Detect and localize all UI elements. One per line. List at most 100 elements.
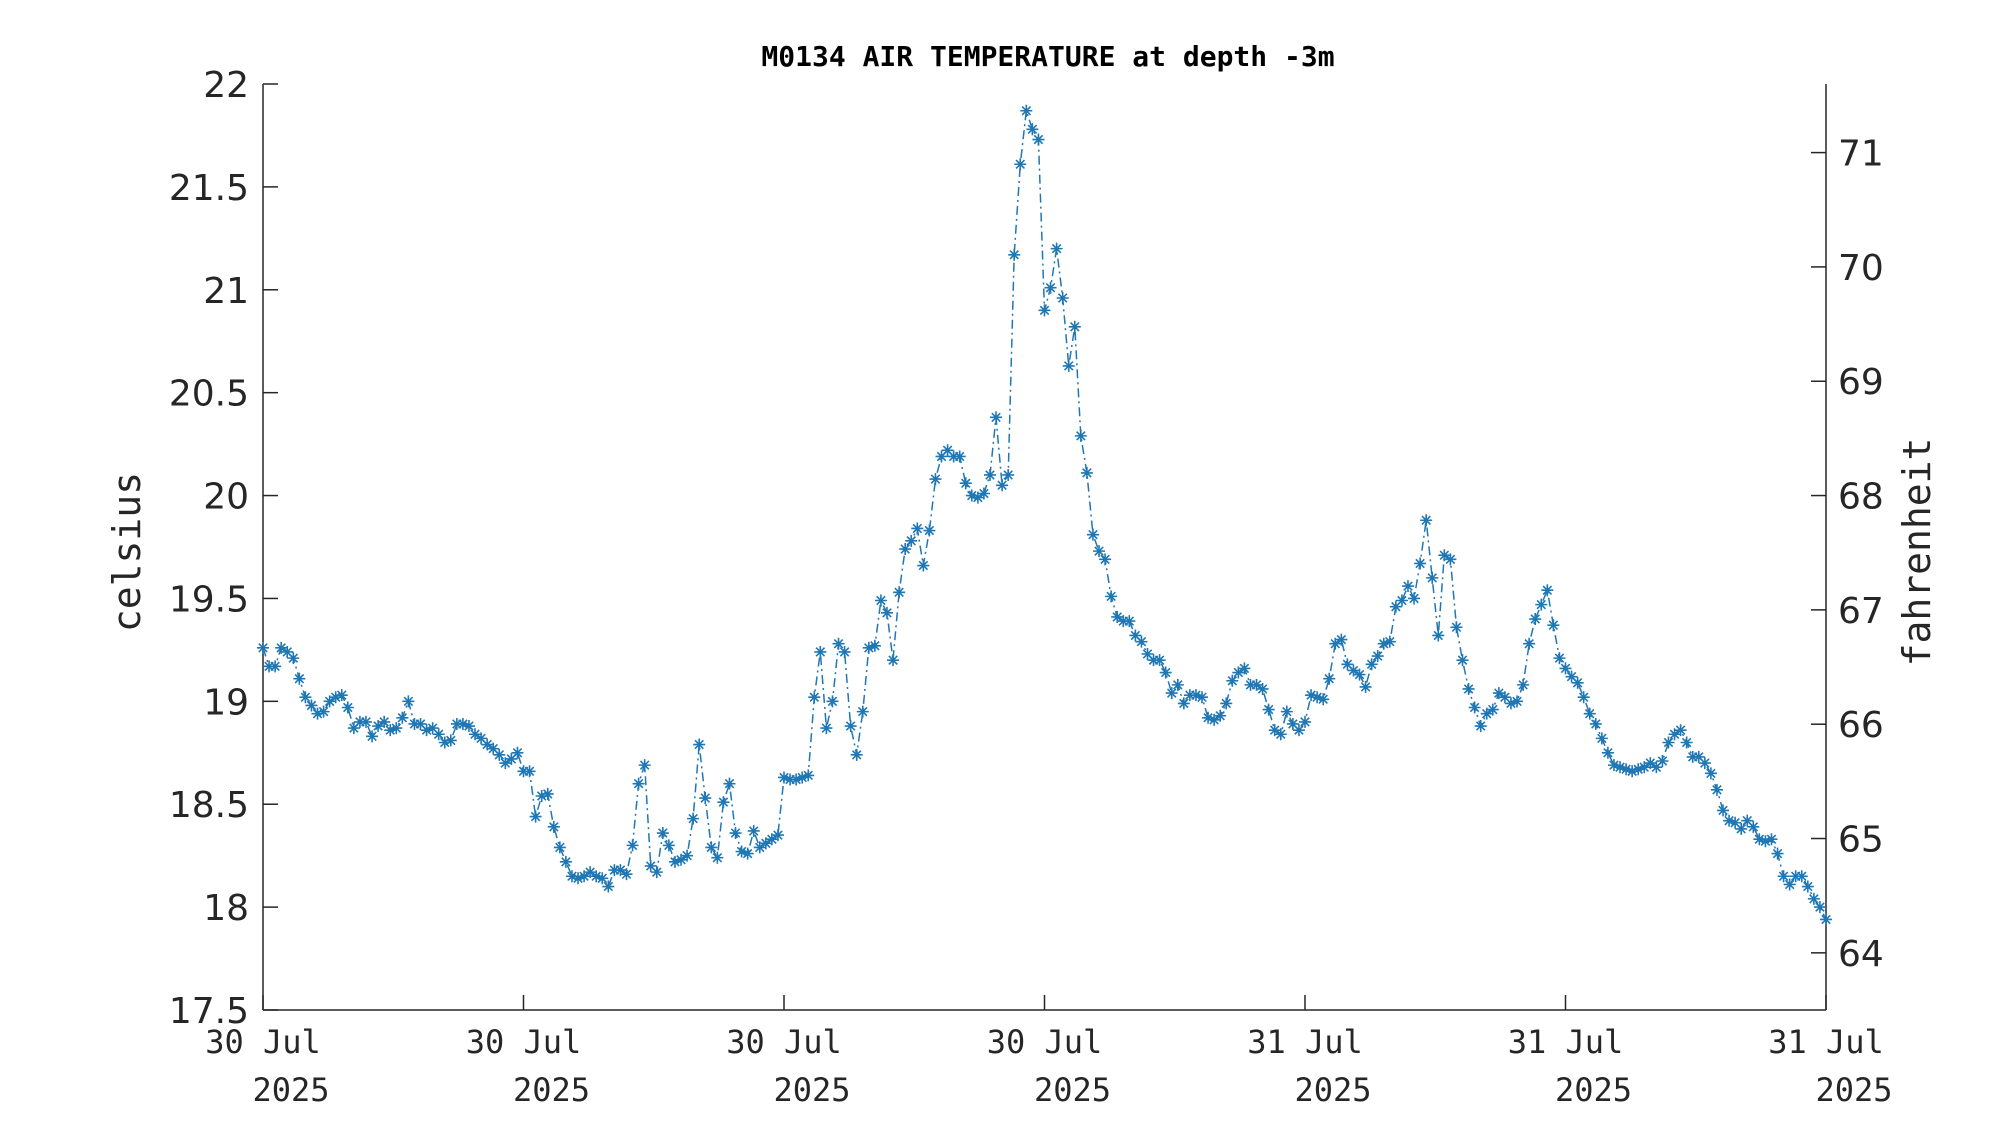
- data-point-marker: [1401, 580, 1414, 593]
- data-point-marker: [293, 672, 306, 685]
- data-point-marker: [1535, 598, 1548, 611]
- data-point-marker: [1244, 678, 1257, 691]
- data-point-marker: [1783, 878, 1796, 891]
- data-point-marker: [1777, 870, 1790, 883]
- data-point-marker: [263, 660, 276, 673]
- x-tick-year-label: 2025: [513, 1071, 590, 1109]
- data-point-marker: [372, 720, 385, 733]
- y-tick-label: 18.5: [169, 785, 249, 826]
- data-point-marker: [965, 489, 978, 502]
- data-point-marker: [1753, 833, 1766, 846]
- data-point-marker: [1044, 281, 1057, 294]
- data-point-marker: [1305, 689, 1318, 702]
- data-point-marker: [1607, 759, 1620, 772]
- data-point-marker: [281, 645, 294, 658]
- data-point-marker: [1813, 901, 1826, 914]
- data-point-marker: [602, 880, 615, 893]
- data-point-marker: [396, 711, 409, 724]
- data-point-marker: [1062, 359, 1075, 372]
- data-point-marker: [1111, 610, 1124, 623]
- y-right-tick-label: 71: [1838, 134, 1884, 175]
- data-point-marker: [475, 732, 488, 745]
- series-markers: [257, 104, 1832, 926]
- data-point-marker: [723, 777, 736, 790]
- data-point-marker: [1335, 633, 1348, 646]
- data-point-marker: [559, 855, 572, 868]
- data-point-marker: [1789, 870, 1802, 883]
- data-point-marker: [1202, 711, 1215, 724]
- data-point-marker: [632, 777, 645, 790]
- data-point-marker: [535, 789, 548, 802]
- data-point-marker: [620, 868, 633, 881]
- data-point-marker: [687, 812, 700, 825]
- data-point-marker: [844, 720, 857, 733]
- data-point-marker: [1710, 783, 1723, 796]
- data-point-marker: [705, 841, 718, 854]
- data-point-marker: [1486, 703, 1499, 716]
- data-point-marker: [1504, 697, 1517, 710]
- data-point-marker: [323, 695, 336, 708]
- data-point-marker: [850, 748, 863, 761]
- data-point-marker: [826, 695, 839, 708]
- data-point-marker: [1165, 687, 1178, 700]
- data-point-marker: [983, 468, 996, 481]
- data-point-marker: [1698, 757, 1711, 770]
- data-point-marker: [335, 689, 348, 702]
- data-point-marker: [1020, 104, 1033, 117]
- data-point-marker: [1311, 691, 1324, 704]
- data-point-marker: [426, 722, 439, 735]
- data-point-marker: [1820, 913, 1832, 926]
- data-point-marker: [1729, 816, 1742, 829]
- data-point-marker: [608, 864, 621, 877]
- data-point-marker: [862, 641, 875, 654]
- data-point-marker: [1735, 822, 1748, 835]
- data-point-marker: [771, 829, 784, 842]
- data-point-marker: [420, 724, 433, 737]
- y-tick-label: 22: [203, 65, 249, 106]
- data-point-marker: [456, 717, 469, 730]
- data-point-marker: [1135, 635, 1148, 648]
- data-point-marker: [1541, 584, 1554, 597]
- data-point-marker: [1086, 528, 1099, 541]
- x-tick-date-label: 30 Jul: [205, 1023, 321, 1061]
- data-point-marker: [856, 705, 869, 718]
- y-tick-label: 21: [203, 271, 249, 312]
- data-point-marker: [735, 845, 748, 858]
- data-point-marker: [1492, 687, 1505, 700]
- data-point-marker: [1286, 717, 1299, 730]
- data-point-marker: [935, 450, 948, 463]
- series-line: [262, 110, 1827, 920]
- data-point-marker: [1189, 689, 1202, 702]
- data-point-marker: [1274, 728, 1287, 741]
- data-point-marker: [1511, 695, 1524, 708]
- y-axis-label-left: celsius: [105, 472, 149, 632]
- data-point-marker: [1480, 707, 1493, 720]
- data-point-marker: [899, 543, 912, 556]
- data-point-marker: [487, 742, 500, 755]
- data-point-marker: [1662, 736, 1675, 749]
- data-point-marker: [1498, 691, 1511, 704]
- data-point-marker: [1347, 664, 1360, 677]
- y-tick-label: 20.5: [169, 374, 249, 415]
- data-point-marker: [511, 746, 524, 759]
- data-point-marker: [378, 715, 391, 728]
- data-point-marker: [541, 787, 554, 800]
- data-point-marker: [1147, 654, 1160, 667]
- data-point-marker: [1795, 870, 1808, 883]
- data-point-marker: [481, 738, 494, 751]
- series-line-path: [262, 110, 1827, 920]
- data-point-marker: [1426, 571, 1439, 584]
- data-point-marker: [1553, 652, 1566, 665]
- data-point-marker: [317, 705, 330, 718]
- data-point-marker: [596, 872, 609, 885]
- data-point-marker: [1686, 750, 1699, 763]
- data-point-marker: [1359, 680, 1372, 693]
- data-point-marker: [808, 691, 821, 704]
- data-point-marker: [1577, 691, 1590, 704]
- data-point-marker: [1626, 765, 1639, 778]
- data-point-marker: [1765, 833, 1778, 846]
- x-tick-date-label: 30 Jul: [466, 1023, 582, 1061]
- data-point-marker: [626, 839, 639, 852]
- data-point-marker: [1377, 637, 1390, 650]
